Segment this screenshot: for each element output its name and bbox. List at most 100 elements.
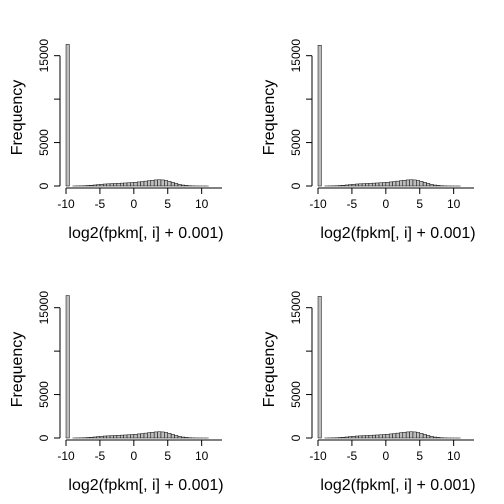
histogram-bar bbox=[116, 183, 121, 187]
y-axis-title: Frequency bbox=[9, 80, 26, 156]
x-tick-label: -10 bbox=[309, 197, 327, 211]
histogram-bar bbox=[317, 296, 322, 439]
histogram-bar bbox=[317, 45, 322, 187]
histogram-bar bbox=[103, 435, 107, 439]
histogram-bar bbox=[113, 183, 118, 187]
histogram-bar bbox=[123, 434, 128, 439]
histogram-bar bbox=[92, 184, 97, 187]
histogram-bar bbox=[368, 183, 373, 187]
histogram-bar bbox=[341, 437, 346, 439]
histogram-bar bbox=[150, 180, 155, 187]
histogram-bars bbox=[65, 295, 209, 439]
histogram-bar bbox=[170, 182, 175, 187]
x-tick-label: 5 bbox=[416, 449, 423, 463]
histogram-bar bbox=[153, 179, 158, 187]
histogram-bar bbox=[351, 184, 356, 187]
histogram-bar bbox=[348, 436, 353, 439]
histogram-bar bbox=[426, 435, 431, 439]
histogram-bar bbox=[184, 437, 189, 439]
x-axis-title: log2(fpkm[, i] + 0.001) bbox=[68, 477, 223, 494]
histogram-bar bbox=[395, 432, 400, 439]
y-tick-label: 5000 bbox=[37, 381, 51, 408]
histogram-bar bbox=[344, 184, 349, 187]
histogram-bar bbox=[106, 183, 111, 187]
histogram-bar bbox=[157, 179, 162, 187]
histogram-bar bbox=[116, 435, 121, 439]
x-tick-label: 5 bbox=[164, 449, 171, 463]
histogram-bar bbox=[120, 434, 124, 439]
y-tick-label: 5000 bbox=[289, 129, 303, 156]
y-axis-title: Frequency bbox=[261, 80, 278, 156]
histogram-bar bbox=[416, 180, 420, 187]
x-tick-label: 5 bbox=[164, 197, 171, 211]
histogram-bar bbox=[184, 185, 189, 187]
x-tick-label: 0 bbox=[130, 197, 137, 211]
histogram-bar bbox=[65, 295, 70, 439]
histogram-bar bbox=[399, 432, 404, 439]
histogram-bar bbox=[375, 434, 380, 439]
histogram-bar bbox=[348, 184, 353, 187]
histogram-bar bbox=[113, 435, 118, 439]
x-tick-label: -10 bbox=[309, 449, 327, 463]
histogram-bar bbox=[136, 433, 141, 439]
histogram-bar bbox=[365, 183, 370, 187]
histogram-bar bbox=[103, 183, 107, 187]
histogram-bar bbox=[355, 435, 359, 439]
histogram-bar bbox=[385, 434, 390, 439]
histogram-panel-2: -10 -5 0 5 10 0 5000 15000 log2(fpkm[, i] + 0.00… bbox=[261, 39, 476, 242]
histogram-bar bbox=[174, 183, 179, 187]
histogram-bar bbox=[372, 182, 376, 187]
x-tick-label: -10 bbox=[57, 449, 75, 463]
histogram-bar bbox=[341, 185, 346, 187]
x-tick-label: 10 bbox=[195, 449, 209, 463]
y-axis-title: Frequency bbox=[261, 332, 278, 408]
histogram-bar bbox=[392, 181, 397, 187]
histogram-bar bbox=[130, 182, 135, 187]
x-axis-title: log2(fpkm[, i] + 0.001) bbox=[320, 477, 475, 494]
histogram-bar bbox=[160, 431, 165, 439]
y-axis-title: Frequency bbox=[9, 332, 26, 408]
histogram-bar bbox=[123, 182, 128, 187]
histogram-bar bbox=[412, 179, 417, 187]
histogram-bar bbox=[153, 431, 158, 439]
y-tick-label: 0 bbox=[37, 434, 51, 441]
histogram-bars bbox=[65, 44, 209, 187]
y-tick-label: 5000 bbox=[289, 381, 303, 408]
histogram-bar bbox=[147, 432, 152, 439]
histogram-bar bbox=[130, 434, 135, 439]
x-tick-label: 0 bbox=[382, 197, 389, 211]
histogram-bar bbox=[65, 44, 70, 187]
x-axis-title: log2(fpkm[, i] + 0.001) bbox=[68, 225, 223, 242]
histogram-bar bbox=[388, 433, 393, 439]
y-tick-label: 0 bbox=[289, 182, 303, 189]
histogram-bar bbox=[89, 185, 94, 187]
histogram-bar bbox=[177, 184, 182, 187]
histogram-bar bbox=[92, 436, 97, 439]
histogram-bar bbox=[351, 436, 356, 439]
histogram-bar bbox=[378, 182, 383, 187]
histogram-bar bbox=[164, 432, 168, 439]
histogram-bar bbox=[405, 431, 410, 439]
histogram-bar bbox=[358, 183, 363, 187]
histogram-bar bbox=[361, 435, 366, 439]
histogram-bar bbox=[368, 435, 373, 439]
histogram-bar bbox=[358, 435, 363, 439]
histogram-bar bbox=[140, 181, 145, 187]
histogram-bar bbox=[143, 432, 148, 439]
histogram-bar bbox=[96, 184, 101, 187]
histogram-bar bbox=[89, 437, 94, 439]
x-tick-label: -5 bbox=[95, 197, 106, 211]
y-tick-label: 0 bbox=[289, 434, 303, 441]
x-tick-label: -10 bbox=[57, 197, 75, 211]
histogram-bar bbox=[160, 179, 165, 187]
histogram-bar bbox=[140, 433, 145, 439]
x-tick-label: 10 bbox=[447, 449, 461, 463]
histogram-panel-4: -10 -5 0 5 10 0 5000 15000 log2(fpkm[, i] + 0.00… bbox=[261, 291, 476, 494]
histogram-bar bbox=[99, 436, 104, 439]
y-tick-label: 5000 bbox=[37, 129, 51, 156]
histogram-bar bbox=[150, 432, 155, 439]
histogram-bar bbox=[382, 434, 387, 439]
x-tick-label: -5 bbox=[347, 449, 358, 463]
histogram-bar bbox=[422, 434, 427, 439]
